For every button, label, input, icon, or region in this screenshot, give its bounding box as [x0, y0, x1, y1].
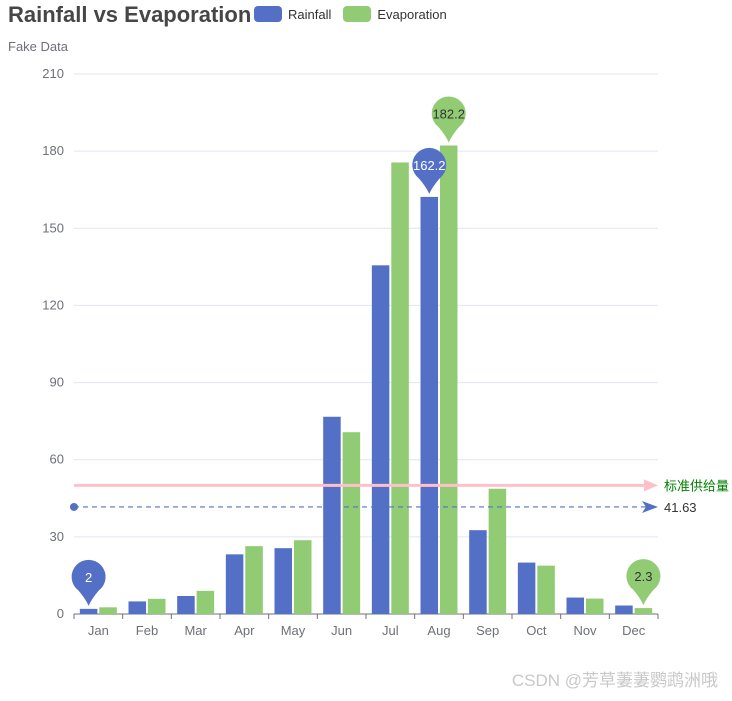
- legend-swatch-rainfall: [254, 6, 282, 22]
- x-tick-label: Apr: [234, 623, 255, 638]
- bar-rainfall-feb: [128, 601, 147, 614]
- mark-line-label: 41.63: [664, 500, 697, 515]
- legend-swatch-evaporation: [343, 6, 372, 22]
- mark-point-pin: 162.2: [412, 147, 447, 194]
- y-tick-label: 120: [42, 297, 64, 312]
- bar-rainfall-aug: [420, 196, 439, 614]
- legend-label-rainfall: Rainfall: [288, 6, 332, 22]
- y-tick-label: 30: [50, 529, 64, 544]
- legend-item-evaporation[interactable]: Evaporation: [343, 6, 447, 22]
- mark-point-label: 182.2: [432, 106, 465, 121]
- y-tick-label: 180: [42, 143, 64, 158]
- mark-point-pin: 2.3: [626, 559, 661, 606]
- bar-rainfall-jun: [323, 416, 341, 614]
- bar-evaporation-oct: [537, 565, 555, 614]
- legend: Rainfall Evaporation: [254, 6, 447, 22]
- bar-evaporation-jun: [342, 432, 361, 614]
- y-tick-label: 60: [50, 452, 64, 467]
- x-tick-label: May: [281, 623, 306, 638]
- bar-evaporation-aug: [439, 145, 458, 614]
- bar-rainfall-nov: [566, 597, 585, 614]
- mark-point-label: 162.2: [413, 158, 446, 173]
- mark-point-label: 2.3: [634, 569, 652, 584]
- mark-point-label: 2: [85, 570, 92, 585]
- bar-rainfall-dec: [615, 605, 633, 614]
- chart-title: Rainfall vs Evaporation: [8, 2, 252, 27]
- bar-rainfall-jan: [79, 608, 98, 614]
- chart-subtitle: Fake Data: [8, 39, 68, 54]
- x-tick-label: Feb: [136, 623, 158, 638]
- bar-evaporation-apr: [245, 546, 263, 614]
- y-tick-label: 210: [42, 66, 64, 81]
- mark-line-arrow: [644, 479, 658, 492]
- bar-rainfall-oct: [517, 562, 536, 614]
- bar-evaporation-may: [293, 540, 312, 614]
- x-tick-label: Jan: [88, 623, 109, 638]
- mark-point-shape: [412, 147, 447, 194]
- x-tick-label: Aug: [427, 623, 450, 638]
- watermark: CSDN @芳草萋萋鹦鹉洲哦: [511, 671, 718, 690]
- bar-rainfall-sep: [469, 530, 487, 614]
- legend-item-rainfall[interactable]: Rainfall: [254, 6, 331, 22]
- x-tick-label: Sep: [476, 623, 499, 638]
- x-tick-label: Nov: [573, 623, 597, 638]
- mark-line-arrow: [642, 500, 658, 513]
- x-tick-label: Dec: [622, 623, 646, 638]
- bar-evaporation-sep: [488, 488, 507, 614]
- bar-rainfall-apr: [225, 554, 244, 614]
- mark-line-label: 标准供给量: [664, 478, 729, 493]
- bar-rainfall-jul: [371, 265, 390, 614]
- y-tick-label: 90: [50, 375, 64, 390]
- bar-rainfall-may: [274, 548, 293, 614]
- mark-point-shape: [626, 559, 661, 606]
- y-tick-label: 0: [57, 606, 64, 621]
- y-tick-label: 150: [42, 220, 64, 235]
- legend-label-evaporation: Evaporation: [377, 6, 447, 22]
- mark-point-shape: [71, 559, 106, 606]
- bar-evaporation-jan: [99, 607, 117, 614]
- bar-evaporation-feb: [147, 598, 166, 614]
- bar-evaporation-mar: [196, 590, 215, 614]
- bar-evaporation-nov: [585, 598, 604, 614]
- x-tick-label: Oct: [526, 623, 547, 638]
- mark-point-pin: 2: [71, 559, 106, 606]
- bar-evaporation-jul: [391, 162, 409, 614]
- bar-rainfall-mar: [177, 596, 195, 614]
- bar-evaporation-dec: [634, 608, 653, 614]
- x-tick-label: Jul: [382, 623, 399, 638]
- x-tick-label: Jun: [331, 623, 352, 638]
- mark-point-pin: 182.2: [431, 96, 466, 143]
- x-tick-label: Mar: [184, 623, 207, 638]
- mark-point-shape: [431, 96, 466, 143]
